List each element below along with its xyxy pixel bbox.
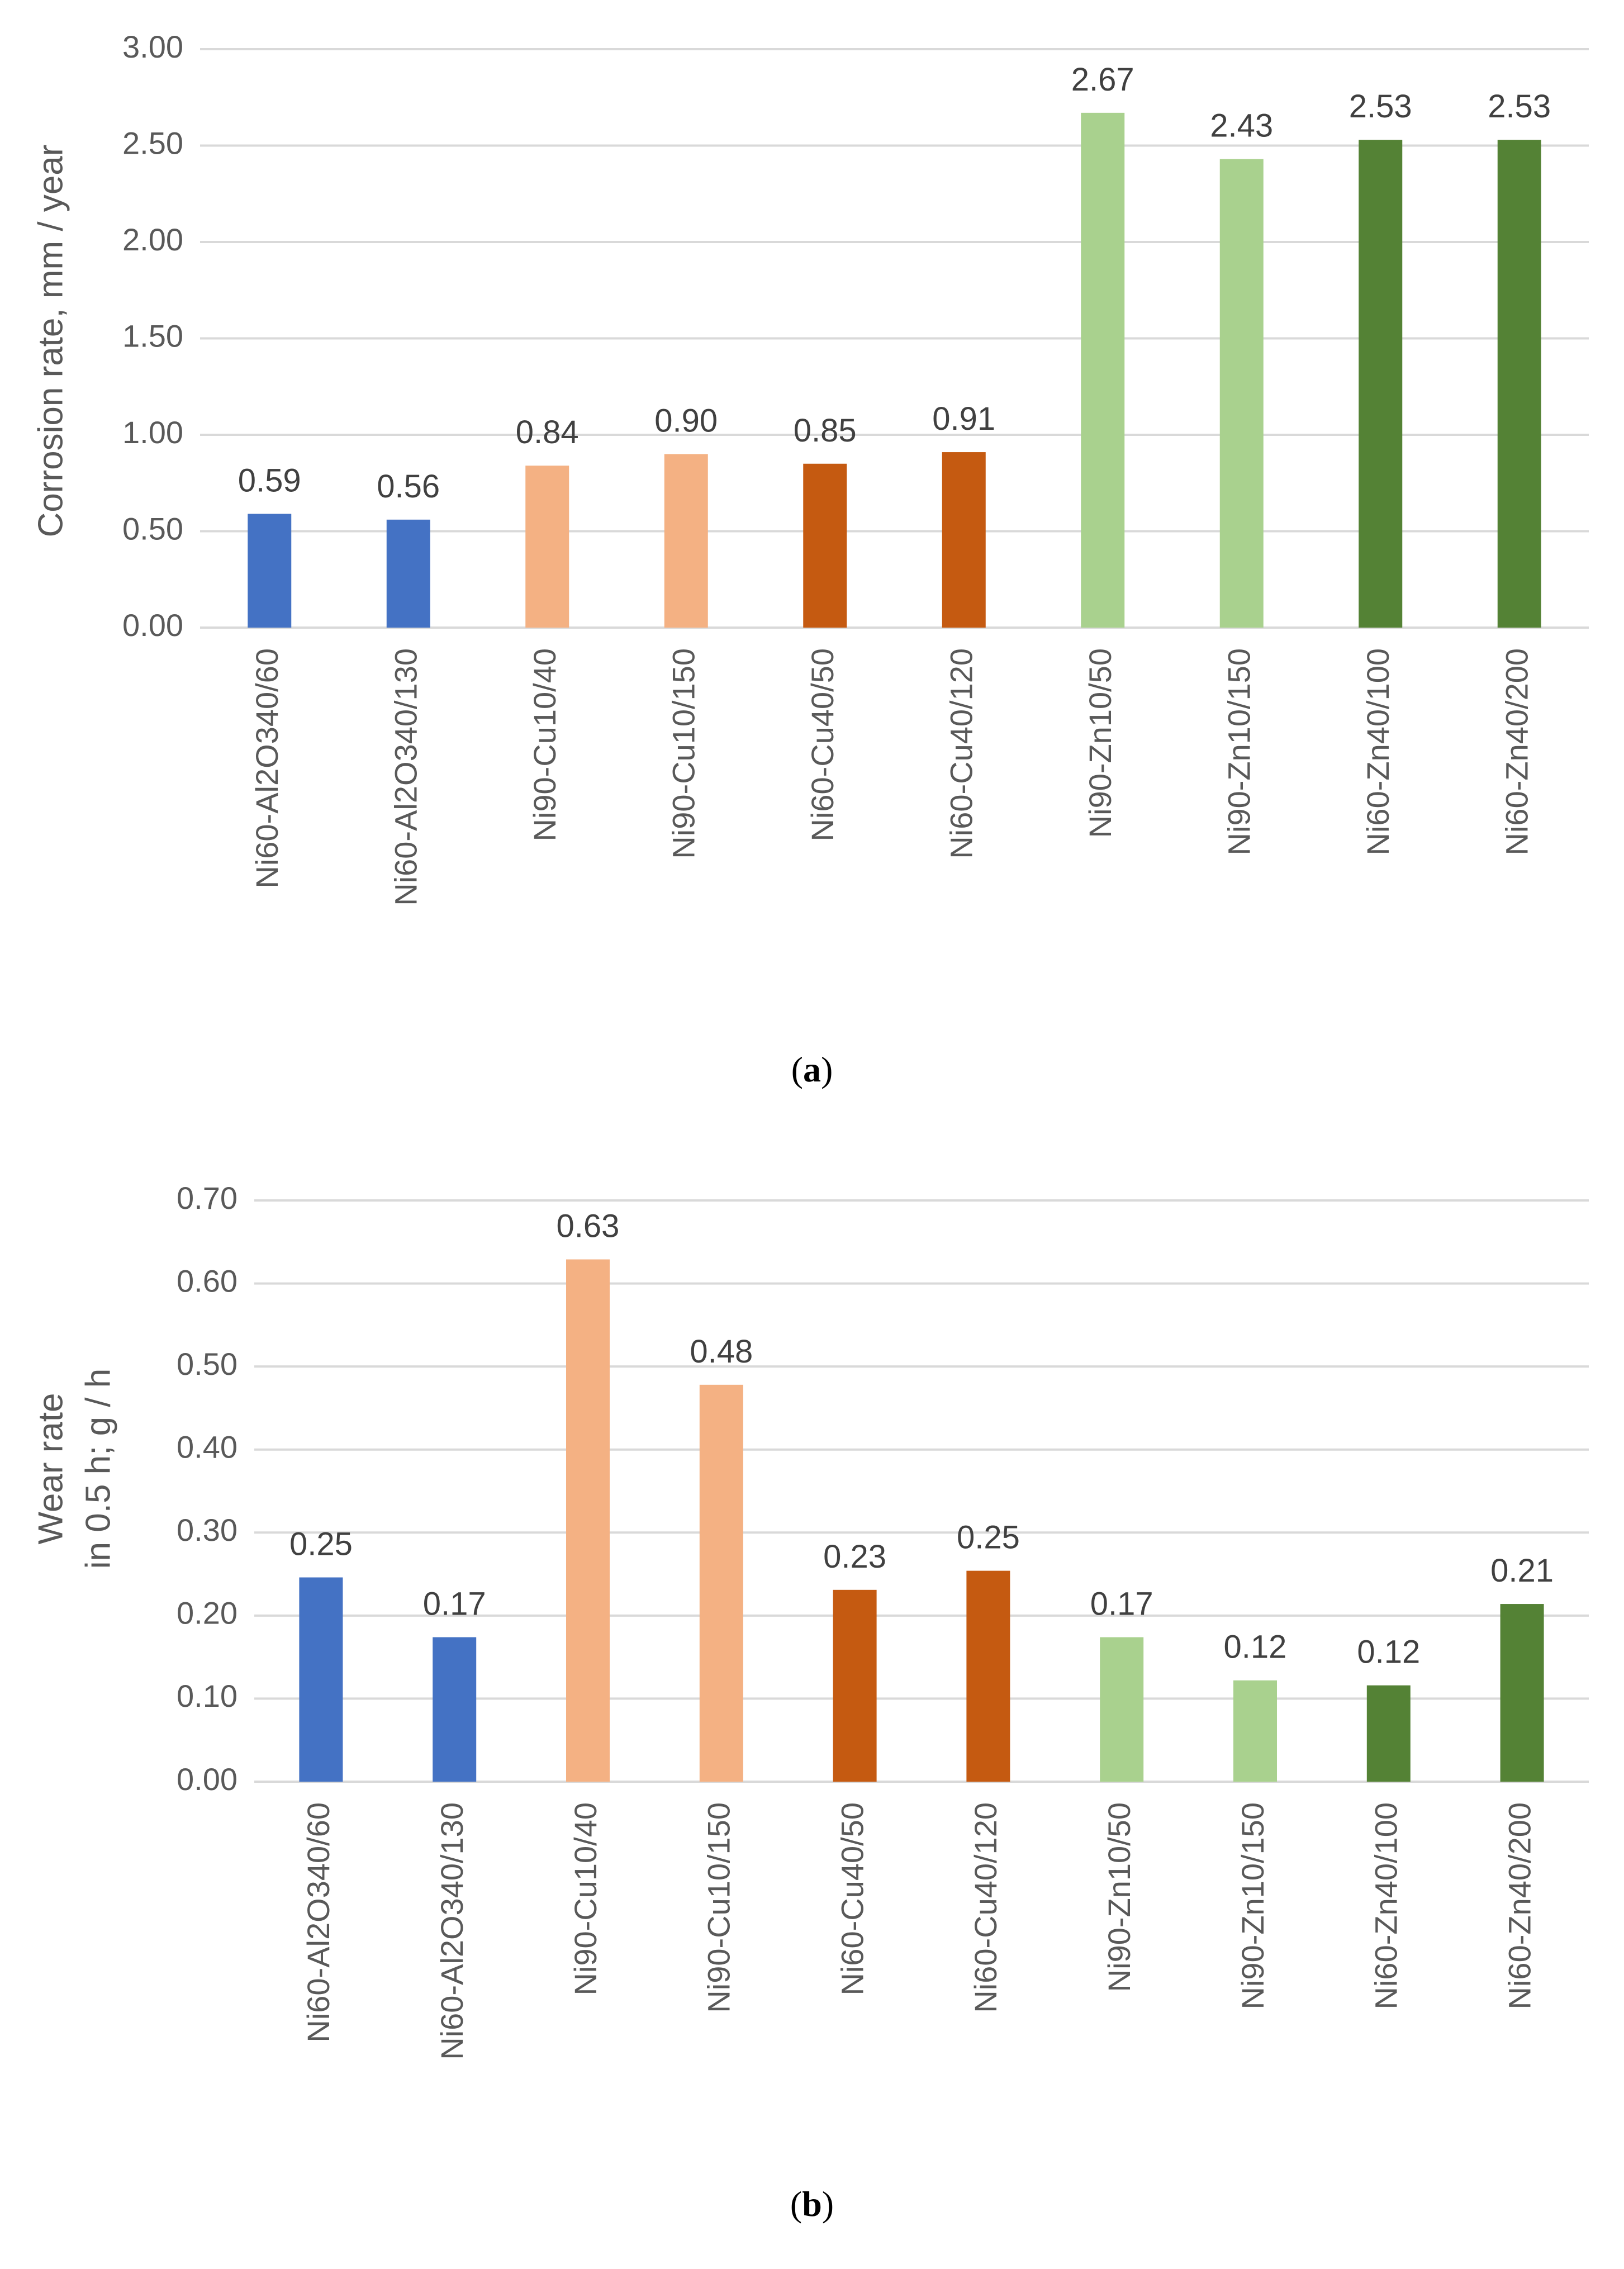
wear-category-label: Ni60-Cu40/50 (834, 1802, 870, 1996)
corrosion-y-axis-title: Corrosion rate, mm / year (31, 145, 70, 538)
wear-bar (1500, 1604, 1544, 1782)
corrosion-category-label: Ni90-Zn10/150 (1222, 648, 1257, 855)
corrosion-bar (248, 514, 292, 628)
corrosion-category-label: Ni60-Zn40/200 (1499, 648, 1535, 855)
corrosion-bar (1219, 159, 1264, 628)
wear-y-tick-label: 0.70 (177, 1180, 238, 1216)
wear-category-label: Ni60-Al2O340/60 (301, 1802, 336, 2043)
corrosion-y-tick-label: 1.00 (122, 415, 183, 450)
wear-data-label: 0.12 (1357, 1634, 1420, 1670)
wear-y-axis-title: Wear rate (31, 1393, 70, 1544)
wear-data-label: 0.25 (289, 1526, 353, 1563)
corrosion-y-tick-label: 3.00 (122, 29, 183, 64)
corrosion-bar (803, 463, 847, 628)
wear-bar (966, 1570, 1010, 1782)
corrosion-data-label: 0.91 (932, 401, 995, 437)
corrosion-category-label: Ni60-Cu40/50 (805, 648, 840, 842)
corrosion-bar (1497, 140, 1541, 628)
wear-category-label: Ni60-Zn40/200 (1502, 1802, 1537, 2009)
corrosion-category-label: Ni90-Zn10/50 (1082, 648, 1118, 838)
corrosion-y-tick-label: 2.00 (122, 222, 183, 257)
corrosion-data-label: 0.84 (516, 414, 579, 450)
corrosion-panel-label: (a) (791, 1050, 833, 1089)
wear-y-tick-label: 0.60 (177, 1263, 238, 1298)
wear-category-label: Ni90-Zn10/50 (1101, 1802, 1137, 1992)
corrosion-category-label: Ni90-Cu10/150 (666, 648, 701, 859)
wear-category-label: Ni90-Cu10/40 (568, 1802, 603, 1996)
wear-category-label: Ni90-Cu10/150 (701, 1802, 737, 2013)
wear-y-tick-label: 0.20 (177, 1596, 238, 1631)
corrosion-y-tick-label: 0.00 (122, 607, 183, 643)
corrosion-bar (386, 519, 430, 628)
wear-bar (1366, 1685, 1411, 1782)
wear-category-label: Ni90-Zn10/150 (1235, 1802, 1270, 2009)
corrosion-data-label: 0.90 (654, 403, 718, 439)
corrosion-y-tick-label: 0.50 (122, 511, 183, 546)
corrosion-bar (942, 452, 986, 628)
corrosion-bar (1359, 140, 1403, 628)
corrosion-data-label: 2.67 (1071, 61, 1134, 98)
wear-data-label: 0.17 (1090, 1586, 1153, 1622)
wear-bar (1233, 1680, 1277, 1782)
wear-y-axis-title: in 0.5 h; g / h (79, 1369, 117, 1569)
wear-data-label: 0.23 (823, 1539, 886, 1575)
wear-y-tick-label: 0.30 (177, 1512, 238, 1548)
wear-y-tick-label: 0.40 (177, 1430, 238, 1465)
corrosion-data-label: 2.53 (1349, 88, 1412, 125)
corrosion-y-tick-label: 1.50 (122, 318, 183, 353)
corrosion-bar (664, 454, 708, 628)
wear-y-tick-label: 0.50 (177, 1346, 238, 1382)
corrosion-category-label: Ni60-Al2O340/60 (249, 648, 284, 889)
wear-data-label: 0.25 (957, 1520, 1020, 1556)
wear-bar (699, 1384, 743, 1782)
corrosion-y-tick-label: 2.50 (122, 125, 183, 160)
wear-category-label: Ni60-Zn40/100 (1369, 1802, 1404, 2009)
wear-data-label: 0.21 (1490, 1553, 1554, 1589)
wear-category-label: Ni60-Al2O340/130 (434, 1802, 469, 2060)
wear-bar (299, 1577, 343, 1782)
wear-bar (833, 1589, 877, 1782)
wear-data-label: 0.63 (557, 1208, 620, 1244)
corrosion-category-label: Ni60-Zn40/100 (1360, 648, 1395, 855)
corrosion-data-label: 0.85 (794, 412, 857, 449)
wear-data-label: 0.17 (423, 1586, 486, 1622)
wear-bar (566, 1259, 610, 1782)
wear-y-tick-label: 0.00 (177, 1762, 238, 1797)
corrosion-category-label: Ni60-Cu40/120 (944, 648, 979, 859)
wear-rate-chart: 0.00 0.10 0.20 0.30 0.40 0.50 0.60 0.70 0.25 Ni60… (31, 1180, 1589, 2224)
wear-y-tick-label: 0.10 (177, 1678, 238, 1713)
corrosion-data-label: 2.53 (1488, 88, 1551, 125)
corrosion-bar (1081, 112, 1125, 628)
corrosion-category-label: Ni60-Al2O340/130 (388, 648, 424, 906)
wear-panel-label: (b) (790, 2184, 834, 2224)
wear-data-label: 0.48 (690, 1333, 753, 1370)
corrosion-data-label: 2.43 (1210, 108, 1273, 144)
corrosion-category-label: Ni90-Cu10/40 (527, 648, 562, 842)
wear-bar (433, 1637, 477, 1782)
wear-bar (1100, 1637, 1144, 1782)
corrosion-data-label: 0.56 (377, 468, 440, 505)
corrosion-bar (525, 466, 569, 628)
wear-category-label: Ni60-Cu40/120 (968, 1802, 1003, 2013)
corrosion-rate-chart: 0.00 0.50 1.00 1.50 2.00 2.50 3.00 0.59 Ni60-Al2… (31, 29, 1589, 1089)
corrosion-data-label: 0.59 (238, 462, 301, 499)
wear-data-label: 0.12 (1224, 1629, 1287, 1665)
